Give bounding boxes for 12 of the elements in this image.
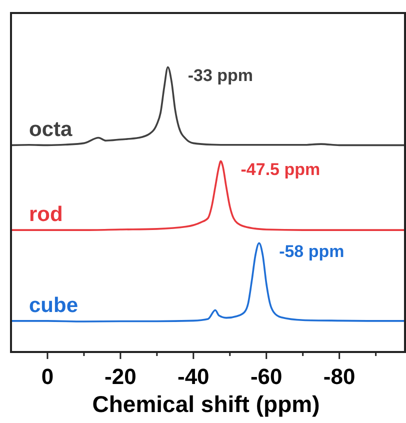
series-label: octa [29,118,72,142]
x-tick-label: 0 [41,364,54,389]
x-axis-title: Chemical shift (ppm) [92,391,320,417]
x-tick-label: -20 [104,364,136,389]
annotation: -58 ppm [279,242,344,262]
annotation: -33 ppm [188,66,254,86]
x-tick-label: -80 [323,364,356,389]
series-label: cube [29,294,78,317]
x-tick-label: -40 [178,364,210,389]
series-label: rod [29,203,63,226]
annotation: -47.5 ppm [240,160,320,180]
x-tick-label: -60 [250,364,282,389]
